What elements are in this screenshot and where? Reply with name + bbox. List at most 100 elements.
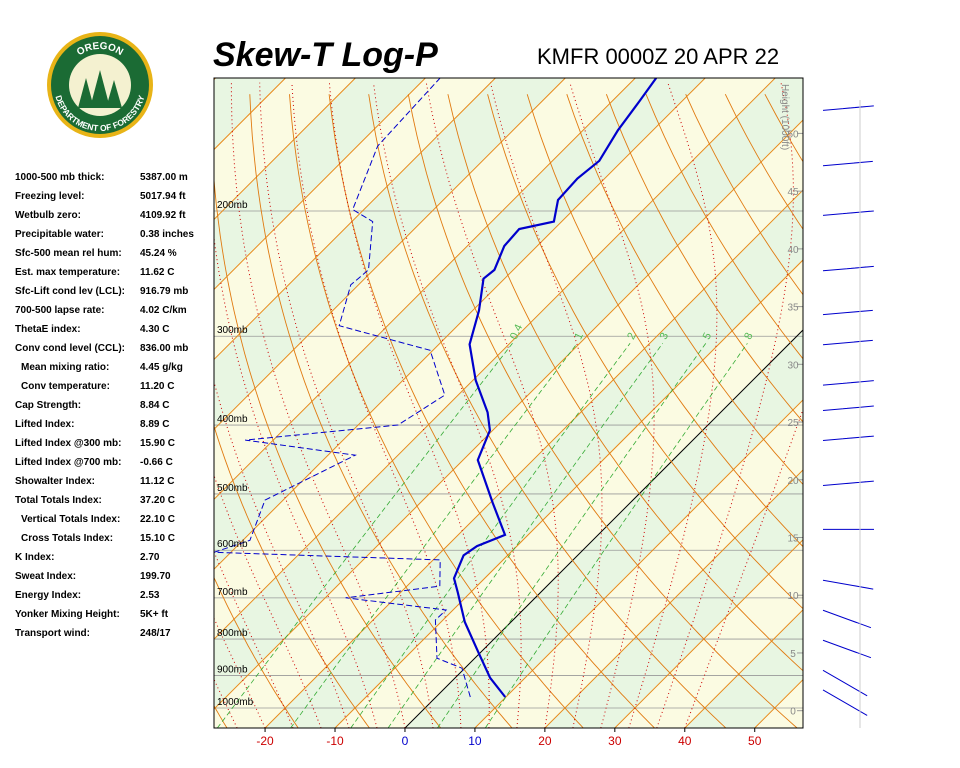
index-label: Freezing level: [15, 191, 84, 202]
mixing-ratio-line [484, 343, 748, 728]
wind-barb [822, 405, 874, 412]
pressure-label: 800mb [217, 628, 248, 639]
index-label: Total Totals Index: [15, 495, 102, 506]
dry-adiabat [645, 94, 803, 360]
moist-adiabat [328, 82, 490, 728]
logo-tree [106, 80, 122, 108]
wind-barb [822, 689, 868, 716]
index-value: 836.00 mb [140, 343, 188, 354]
index-label: Vertical Totals Index: [21, 514, 120, 525]
logo-tree [90, 70, 110, 108]
plot-overlay: 200mb 300mb 400mb 500mb 600mb 700mb 800mb 900mb… [217, 84, 874, 748]
index-label: 700-500 lapse rate: [15, 305, 105, 316]
x-tick-label: 50 [748, 734, 762, 748]
x-tick-label: -20 [256, 734, 274, 748]
index-label: Conv temperature: [21, 381, 110, 392]
moist-adiabat [684, 407, 803, 728]
dry-adiabat [526, 94, 803, 548]
temperature-line [452, 78, 658, 698]
index-label: K Index: [15, 552, 54, 563]
index-value: 15.90 C [140, 438, 175, 449]
moist-adiabat [490, 82, 603, 728]
mixing-ratio-label: 5 [701, 331, 714, 342]
isotherm [214, 78, 776, 640]
index-label: Sfc-Lift cond lev (LCL): [15, 286, 125, 297]
logo-tree [78, 78, 94, 108]
index-value: 2.53 [140, 590, 160, 601]
band [0, 78, 6, 728]
index-value: 0.38 inches [140, 229, 194, 240]
isotherm [0, 78, 6, 728]
mixing-ratio-line [216, 343, 513, 728]
dry-adiabat [566, 94, 803, 486]
dry-adiabat [844, 94, 960, 728]
dry-adiabat [923, 94, 960, 728]
index-value: 916.79 mb [140, 286, 188, 297]
pressure-label: 500mb [217, 483, 248, 494]
index-value: 5387.00 m [140, 172, 188, 183]
dry-adiabat [214, 576, 299, 728]
mixing-ratio-label: 1 [572, 331, 585, 342]
height-label: 40 [787, 245, 799, 256]
index-label: Lifted Index: [15, 419, 74, 430]
index-label: Sweat Index: [15, 571, 76, 582]
index-value: 15.10 C [140, 533, 175, 544]
index-label: Lifted Index @700 mb: [15, 457, 121, 468]
wind-barb [822, 309, 873, 316]
isotherm [214, 78, 636, 501]
x-tick-label: 30 [608, 734, 622, 748]
index-value: 8.89 C [140, 419, 169, 430]
index-value: 4.30 C [140, 324, 169, 335]
pressure-label: 200mb [217, 200, 248, 211]
moist-adiabat [259, 82, 434, 728]
index-label: ThetaE index: [15, 324, 81, 335]
height-label: 5 [790, 649, 796, 660]
x-tick-label: 20 [538, 734, 552, 748]
isotherm [614, 539, 803, 728]
index-label: 1000-500 mb thick: [15, 172, 105, 183]
mixing-ratio-label: 3 [658, 331, 671, 342]
height-label: 35 [787, 303, 799, 314]
height-label: 25 [787, 418, 799, 429]
moist-adiabat [291, 82, 462, 728]
isotherm [825, 78, 960, 728]
wind-barb [822, 339, 873, 346]
logo-top-text: OREGON [75, 41, 125, 58]
height-label: 10 [787, 591, 799, 602]
dewpoint-line [214, 78, 471, 698]
index-value: 2.70 [140, 552, 160, 563]
pressure-label: 300mb [217, 325, 248, 336]
index-value: -0.66 C [140, 457, 173, 468]
dry-adiabat [368, 94, 727, 728]
indices: 1000-500 mb thick: 5387.00 m Freezing leve… [15, 172, 194, 639]
isotherm [544, 469, 803, 728]
index-label: Wetbulb zero: [15, 210, 81, 221]
x-tick-label: -10 [326, 734, 344, 748]
index-value: 11.12 C [140, 476, 174, 487]
height-label: 50 [787, 129, 799, 140]
index-value: 37.20 C [140, 495, 175, 506]
index-label: Mean mixing ratio: [21, 362, 109, 373]
height-label: 45 [787, 187, 799, 198]
moist-adiabat [214, 474, 322, 728]
index-label: Transport wind: [15, 628, 90, 639]
dry-adiabat [249, 94, 513, 728]
height-label: 30 [787, 360, 799, 371]
zero-isotherm [404, 329, 803, 728]
isotherm [474, 399, 803, 728]
logo: OREGON DEPARTMENT OF FORESTRY [47, 32, 153, 138]
isotherm [214, 119, 803, 710]
pressure-label: 600mb [217, 539, 248, 550]
mixing-ratio-label: 8 [742, 331, 755, 342]
index-label: Showalter Index: [15, 476, 95, 487]
height-label: 15 [787, 534, 799, 545]
index-value: 11.62 C [140, 267, 174, 278]
band [214, 120, 803, 728]
title: Skew-T Log-P [213, 36, 438, 74]
wind-barb [822, 480, 874, 487]
isotherm [334, 259, 803, 728]
isotherm [214, 78, 426, 291]
dry-adiabat [605, 94, 803, 423]
moist-adiabat [230, 82, 406, 728]
